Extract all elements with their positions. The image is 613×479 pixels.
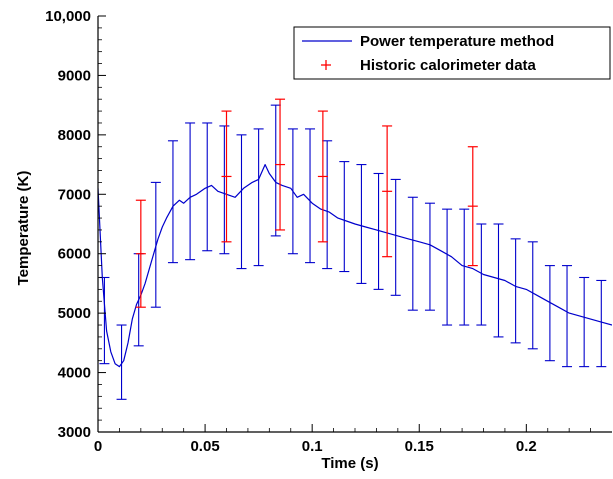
x-tick-label: 0.05 bbox=[190, 438, 219, 455]
power-error-bar bbox=[373, 172, 384, 290]
power-error-bar bbox=[527, 241, 538, 350]
legend-label-power: Power temperature method bbox=[360, 33, 554, 50]
y-tick-label: 3000 bbox=[58, 424, 91, 441]
historic-point bbox=[135, 199, 146, 308]
historic-point bbox=[221, 110, 232, 243]
power-error-bar bbox=[322, 140, 333, 270]
power-error-bar bbox=[510, 238, 521, 344]
power-error-bar bbox=[219, 125, 230, 255]
power-error-bar bbox=[407, 196, 418, 311]
power-error-bar bbox=[236, 134, 247, 270]
y-tick-label: 10,000 bbox=[45, 8, 91, 25]
power-error-bar bbox=[253, 128, 264, 267]
power-error-bar bbox=[270, 104, 281, 237]
power-temperature-line bbox=[98, 164, 612, 368]
y-tick-label: 6000 bbox=[58, 246, 91, 263]
y-tick-label: 7000 bbox=[58, 186, 91, 203]
power-error-bar bbox=[99, 276, 110, 365]
power-error-bar bbox=[167, 140, 178, 264]
power-error-bar bbox=[562, 265, 573, 368]
power-error-bar bbox=[356, 164, 367, 284]
historic-point bbox=[382, 125, 393, 258]
power-error-bar bbox=[442, 208, 453, 326]
historic-point bbox=[317, 110, 328, 243]
power-error-bar bbox=[305, 128, 316, 264]
power-error-bar bbox=[390, 178, 401, 296]
legend-plus-swatch bbox=[321, 60, 331, 70]
historic-point bbox=[275, 98, 286, 231]
y-tick-label: 5000 bbox=[58, 305, 91, 322]
power-error-bar bbox=[424, 202, 435, 311]
x-tick-label: 0.2 bbox=[516, 438, 537, 455]
tick-labels: 3000 4000 5000 6000 7000 8000 9000 10,000 0 0.05 0… bbox=[45, 8, 537, 455]
x-tick-label: 0.1 bbox=[302, 438, 323, 455]
power-error-bar bbox=[185, 122, 196, 261]
power-error-bar bbox=[476, 223, 487, 326]
power-error-bar bbox=[544, 265, 555, 362]
y-tick-label: 9000 bbox=[58, 67, 91, 84]
legend: Power temperature method Historic calori… bbox=[293, 26, 611, 80]
y-axis-label: Temperature (K) bbox=[15, 171, 32, 286]
x-tick-label: 0.15 bbox=[405, 438, 434, 455]
power-error-bar bbox=[459, 208, 470, 326]
power-error-bar bbox=[339, 161, 350, 273]
power-error-bar bbox=[493, 223, 504, 338]
error-bars bbox=[99, 104, 607, 400]
power-error-bar bbox=[579, 276, 590, 368]
x-axis-label: Time (s) bbox=[321, 455, 378, 472]
historic-calorimeter-points bbox=[135, 98, 478, 308]
x-tick-label: 0 bbox=[94, 438, 102, 455]
historic-point bbox=[467, 146, 478, 267]
power-temperature-polyline bbox=[98, 164, 612, 368]
y-tick-label: 4000 bbox=[58, 365, 91, 382]
axes bbox=[97, 15, 612, 433]
power-error-bar bbox=[596, 279, 607, 368]
legend-box bbox=[293, 26, 611, 80]
power-error-bar bbox=[116, 324, 127, 400]
legend-label-historic: Historic calorimeter data bbox=[360, 57, 537, 74]
y-tick-label: 8000 bbox=[58, 127, 91, 144]
